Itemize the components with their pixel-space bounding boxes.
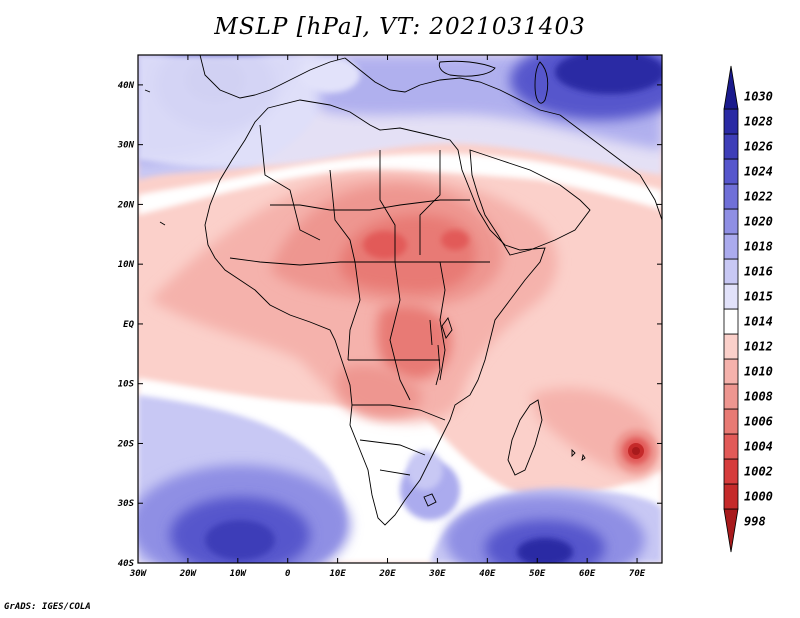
colorbar-label: 1008 xyxy=(744,390,773,404)
colorbar-swatch xyxy=(723,358,739,385)
colorbar-label: 1030 xyxy=(744,90,773,104)
colorbar-swatch xyxy=(723,108,739,135)
colorbar: 998 1000 1002 1004 1006 1008 1010 1012 1014 1015 1… xyxy=(723,65,773,553)
colorbar-swatch xyxy=(723,158,739,185)
pressure-field xyxy=(138,55,662,563)
colorbar-label: 1018 xyxy=(744,240,773,254)
y-tick-label: EQ xyxy=(123,320,134,330)
x-tick-label: 10W xyxy=(230,569,248,579)
x-tick-label: 20E xyxy=(378,569,396,579)
colorbar-swatch xyxy=(723,433,739,460)
x-tick-label: 30E xyxy=(428,569,446,579)
colorbar-swatch xyxy=(723,283,739,310)
colorbar-swatch xyxy=(723,133,739,160)
colorbar-label: 1016 xyxy=(744,265,773,279)
y-tick-label: 30S xyxy=(117,499,135,509)
colorbar-swatch xyxy=(723,258,739,285)
south-indian-high xyxy=(430,488,662,563)
colorbar-label: 1002 xyxy=(744,465,773,479)
colorbar-swatch xyxy=(723,383,739,410)
colorbar-swatch xyxy=(723,233,739,260)
colorbar-swatch xyxy=(723,333,739,360)
colorbar-swatch xyxy=(723,308,739,335)
colorbar-swatch-min xyxy=(723,508,739,553)
latitude-axis: 40N 30N 20N 10N EQ 10S 20S 30S 40S xyxy=(117,81,662,569)
colorbar-label: 1024 xyxy=(744,165,773,179)
y-tick-label: 40N xyxy=(118,81,135,91)
x-tick-label: 0 xyxy=(285,569,291,579)
coastlines xyxy=(144,55,662,526)
colorbar-label: 1020 xyxy=(744,215,773,229)
colorbar-label: 1000 xyxy=(744,490,773,504)
x-tick-label: 40E xyxy=(479,569,496,579)
colorbar-label: 1015 xyxy=(744,290,773,304)
y-tick-label: 40S xyxy=(118,559,135,569)
colorbar-label: 1010 xyxy=(744,365,773,379)
south-atlantic-high xyxy=(138,395,350,563)
y-tick-label: 20S xyxy=(117,439,135,449)
colorbar-swatch-max xyxy=(723,65,739,110)
thermal-low xyxy=(150,174,558,422)
x-tick-label: 30W xyxy=(129,569,148,579)
y-tick-label: 10N xyxy=(118,260,135,270)
colorbar-swatch xyxy=(723,483,739,510)
colorbar-label: 1004 xyxy=(744,440,773,454)
longitude-axis: 30W 20W 10W 0 10E 20E 30E 40E 50E 60E 70E xyxy=(129,55,646,579)
colorbar-swatch xyxy=(723,458,739,485)
x-tick-label: 50E xyxy=(529,569,546,579)
siberian-high xyxy=(510,55,662,120)
map-frame xyxy=(137,54,663,564)
colorbar-label: 1006 xyxy=(744,415,773,429)
y-tick-label: 30N xyxy=(117,141,135,151)
colorbar-label: 1012 xyxy=(744,340,773,354)
x-tick-label: 10E xyxy=(329,569,346,579)
credit-text: GrADS: IGES/COLA xyxy=(4,602,91,612)
y-tick-label: 10S xyxy=(118,380,135,390)
colorbar-label: 1014 xyxy=(744,315,773,329)
cyclone-low xyxy=(614,429,658,473)
colorbar-label: 1022 xyxy=(744,190,773,204)
x-tick-label: 70E xyxy=(629,569,646,579)
y-tick-label: 20N xyxy=(117,200,135,210)
x-tick-label: 20W xyxy=(179,569,198,579)
map-title: MSLP [hPa], VT: 2021031403 xyxy=(214,14,586,40)
colorbar-swatch xyxy=(723,208,739,235)
colorbar-swatch xyxy=(723,183,739,210)
x-tick-label: 60E xyxy=(579,569,596,579)
colorbar-swatch xyxy=(723,408,739,435)
colorbar-label: 1028 xyxy=(744,115,773,129)
colorbar-label: 1026 xyxy=(744,140,773,154)
colorbar-label: 998 xyxy=(744,515,766,529)
